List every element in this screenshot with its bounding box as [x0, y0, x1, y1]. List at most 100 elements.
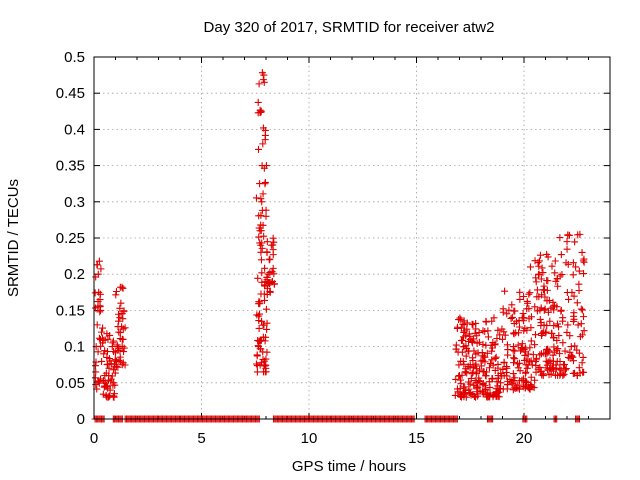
data-point: [500, 328, 508, 336]
data-point: [532, 356, 540, 364]
data-point: [503, 341, 511, 349]
data-point: [499, 305, 507, 313]
data-point: [478, 349, 486, 357]
y-tick-label: 0.4: [64, 121, 85, 138]
data-point: [255, 324, 263, 332]
data-point: [580, 313, 588, 321]
data-point: [255, 145, 263, 153]
data-point: [476, 377, 484, 385]
data-point: [259, 190, 267, 198]
data-point: [545, 371, 553, 379]
data-point: [258, 317, 266, 325]
data-point: [101, 347, 109, 355]
data-point: [543, 297, 551, 305]
data-point: [577, 305, 585, 313]
data-point: [107, 375, 115, 383]
data-point: [456, 376, 464, 384]
data-point: [254, 274, 262, 282]
data-point: [455, 361, 463, 369]
data-point: [91, 289, 99, 297]
x-tick-label: 20: [516, 430, 533, 447]
data-point: [555, 323, 563, 331]
data-point: [263, 273, 271, 281]
data-point: [115, 328, 123, 336]
data-point: [468, 370, 476, 378]
data-point: [258, 162, 266, 170]
data-point: [265, 256, 273, 264]
data-point: [575, 280, 583, 288]
data-point: [525, 315, 533, 323]
data-point: [493, 335, 501, 343]
data-point: [470, 393, 478, 401]
data-point: [467, 374, 475, 382]
data-point: [579, 257, 587, 265]
data-point: [514, 341, 522, 349]
data-point: [536, 351, 544, 359]
data-point: [567, 352, 575, 360]
data-points: [91, 69, 588, 423]
data-point: [119, 335, 127, 343]
data-point: [501, 331, 509, 339]
data-point: [466, 361, 474, 369]
data-point: [106, 331, 114, 339]
data-point: [459, 320, 467, 328]
data-point: [544, 308, 552, 316]
data-point: [486, 383, 494, 391]
data-point: [261, 337, 269, 345]
data-point: [536, 306, 544, 314]
data-point: [257, 248, 265, 256]
data-point: [561, 347, 569, 355]
data-point: [262, 212, 270, 220]
x-tick-label: 0: [90, 430, 98, 447]
data-point: [548, 330, 556, 338]
data-point: [556, 234, 564, 242]
data-point: [95, 334, 103, 342]
x-axis-label: GPS time / hours: [292, 458, 406, 475]
data-point: [532, 278, 540, 286]
data-point: [262, 305, 270, 313]
data-point: [556, 358, 564, 366]
data-point: [576, 230, 584, 238]
data-point: [539, 328, 547, 336]
data-point: [101, 372, 109, 380]
data-point: [531, 303, 539, 311]
data-point: [484, 333, 492, 341]
data-point: [551, 257, 559, 265]
data-point: [120, 344, 128, 352]
data-point: [497, 379, 505, 387]
data-point: [113, 357, 121, 365]
data-point: [543, 277, 551, 285]
data-point: [571, 342, 579, 350]
data-point: [252, 194, 260, 202]
data-point: [526, 385, 534, 393]
data-point: [261, 131, 269, 139]
data-point: [94, 348, 102, 356]
data-point: [95, 257, 103, 265]
data-point: [554, 282, 562, 290]
data-point: [579, 353, 587, 361]
data-point: [499, 385, 507, 393]
data-point: [532, 331, 540, 339]
data-point: [503, 372, 511, 380]
data-point: [542, 350, 549, 358]
data-point: [577, 320, 585, 328]
data-point: [263, 325, 271, 333]
data-point: [559, 314, 567, 322]
data-point: [457, 316, 465, 324]
data-point: [554, 345, 562, 353]
data-point: [534, 259, 542, 267]
data-point: [565, 231, 573, 239]
data-point: [456, 314, 464, 322]
data-point: [493, 378, 501, 386]
data-point: [504, 380, 512, 388]
data-point: [109, 337, 117, 345]
data-point: [552, 364, 560, 372]
data-point: [518, 376, 526, 384]
data-point: [515, 359, 523, 367]
data-point: [531, 341, 539, 349]
data-point: [473, 339, 481, 347]
data-point: [579, 306, 587, 314]
data-point: [563, 328, 571, 336]
data-point: [524, 350, 532, 358]
